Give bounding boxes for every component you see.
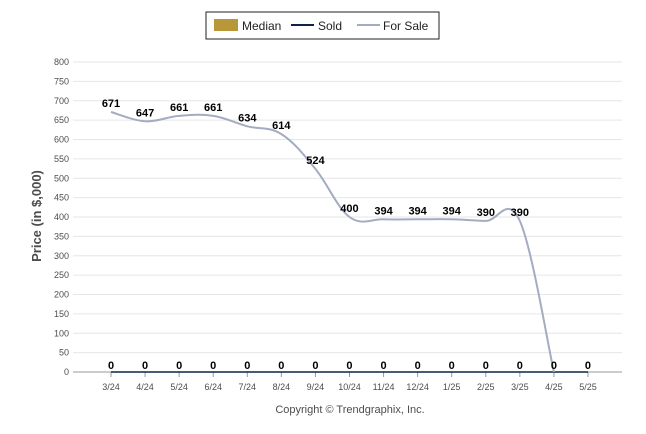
for-sale-data-label: 634: [238, 112, 257, 124]
sold-data-label: 0: [517, 360, 523, 372]
data-labels: 671 647 661 661 634 614 524 400 394 394 394 390 390 0…: [102, 98, 591, 372]
y-tick-label: 600: [54, 135, 69, 145]
x-tick-label: 9/24: [307, 382, 325, 392]
x-tick-label: 3/25: [511, 382, 529, 392]
for-sale-data-label: 394: [443, 205, 462, 217]
for-sale-data-label: 390: [477, 207, 495, 219]
x-tick-label: 4/24: [136, 382, 154, 392]
legend-frame: [205, 11, 440, 40]
sold-data-label: 0: [415, 360, 421, 372]
y-tick-label: 300: [54, 251, 69, 261]
sold-data-label: 0: [380, 360, 386, 372]
grid-lines: [73, 61, 622, 373]
sold-data-label: 0: [108, 360, 114, 372]
y-tick-label: 650: [54, 115, 69, 125]
copyright-text: Copyright © Trendgraphix, Inc.: [275, 404, 424, 416]
for-sale-data-label: 661: [170, 102, 188, 114]
for-sale-data-label: 647: [136, 107, 154, 119]
sold-data-label: 0: [176, 360, 182, 372]
y-tick-label: 750: [54, 76, 69, 86]
sold-data-label: 0: [142, 360, 148, 372]
x-tick-label: 1/25: [443, 382, 461, 392]
x-tick-label: 12/24: [406, 382, 429, 392]
y-tick-label: 700: [54, 96, 69, 106]
sold-data-label: 0: [278, 360, 284, 372]
sold-data-label: 0: [449, 360, 455, 372]
series-line-for-sale: [110, 111, 555, 373]
legend-median-swatch: [214, 19, 238, 31]
x-tick-label: 4/25: [545, 382, 563, 392]
for-sale-data-label: 394: [374, 205, 393, 217]
x-tick-label: 5/25: [579, 382, 597, 392]
sold-data-label: 0: [483, 360, 489, 372]
for-sale-data-label: 614: [272, 120, 291, 132]
y-tick-label: 250: [54, 270, 69, 280]
y-tick-label: 500: [54, 173, 69, 183]
sold-data-label: 0: [244, 360, 250, 372]
legend-median-label: Median: [242, 19, 281, 33]
legend-sold-label: Sold: [318, 19, 342, 33]
legend: Median Sold For Sale: [205, 11, 440, 40]
y-tick-label: 0: [64, 367, 69, 377]
y-tick-label: 100: [54, 328, 69, 338]
legend-for-sale-label: For Sale: [383, 19, 429, 33]
y-tick-label: 200: [54, 290, 69, 300]
for-sale-data-label: 400: [340, 203, 358, 215]
x-tick-label: 3/24: [102, 382, 120, 392]
y-tick-label: 550: [54, 154, 69, 164]
x-tick-label: 2/25: [477, 382, 495, 392]
y-tick-label: 150: [54, 309, 69, 319]
for-sale-data-label: 671: [102, 98, 120, 110]
x-tick-label: 10/24: [338, 382, 361, 392]
sold-data-label: 0: [585, 360, 591, 372]
x-tick-label: 11/24: [373, 382, 395, 392]
y-axis-ticks: 0 50 100 150 200 250 300 350 400 450 500 550 600 650 7…: [54, 57, 69, 377]
x-axis-ticks: 3/24 4/24 5/24 6/24 7/24 8/24 9/24 10/24 11/24 12…: [102, 372, 597, 392]
y-tick-label: 50: [59, 348, 69, 358]
y-tick-label: 350: [54, 231, 69, 241]
sold-data-label: 0: [551, 360, 557, 372]
for-sale-data-label: 661: [204, 102, 222, 114]
x-tick-label: 5/24: [170, 382, 188, 392]
x-tick-label: 7/24: [239, 382, 257, 392]
for-sale-data-label: 390: [511, 207, 529, 219]
series-lines: [110, 111, 588, 373]
y-axis-title: Price (in $,000): [29, 170, 44, 262]
for-sale-data-label: 524: [306, 155, 325, 167]
sold-data-label: 0: [210, 360, 216, 372]
y-tick-label: 800: [54, 57, 69, 67]
y-tick-label: 400: [54, 212, 69, 222]
sold-data-label: 0: [346, 360, 352, 372]
y-tick-label: 450: [54, 193, 69, 203]
sold-data-label: 0: [312, 360, 318, 372]
for-sale-data-label: 394: [408, 205, 427, 217]
x-tick-label: 8/24: [273, 382, 291, 392]
x-tick-label: 6/24: [204, 382, 222, 392]
